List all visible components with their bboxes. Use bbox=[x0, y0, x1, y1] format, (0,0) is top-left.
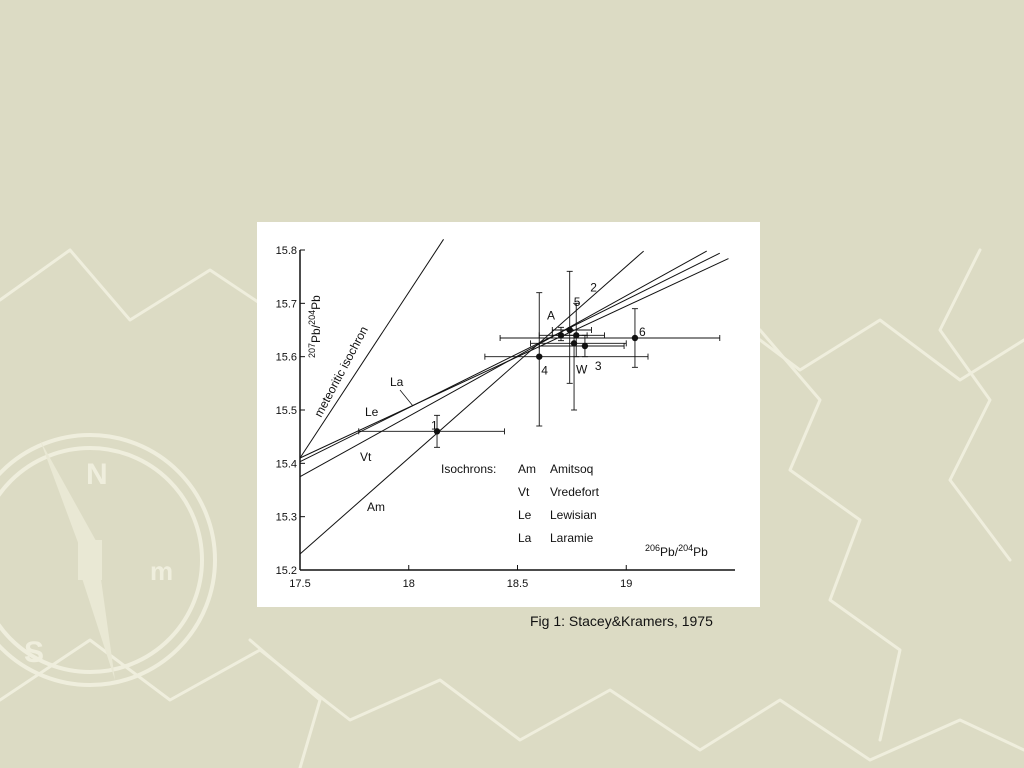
y-tick-label: 15.6 bbox=[276, 352, 297, 364]
legend-code-am: Am bbox=[518, 462, 536, 476]
y-tick-label: 15.8 bbox=[276, 245, 297, 257]
y-tick-label: 15.5 bbox=[276, 405, 297, 417]
curve-label-am: Am bbox=[367, 500, 385, 514]
x-tick-label: 17.5 bbox=[289, 578, 310, 590]
y-axis-label-slash: / bbox=[309, 324, 323, 328]
curve-label-vt: Vt bbox=[360, 450, 372, 464]
x-axis-label: 206Pb/204Pb bbox=[645, 543, 708, 559]
svg-text:S: S bbox=[24, 636, 44, 669]
data-point-label-4: 4 bbox=[541, 364, 548, 378]
legend-code-la: La bbox=[518, 531, 532, 545]
y-tick-label: 15.4 bbox=[276, 458, 297, 470]
y-axis-label-element-b: Pb bbox=[309, 295, 323, 310]
isochron-line-am bbox=[299, 250, 644, 555]
x-tick-label: 19 bbox=[620, 578, 632, 590]
data-point-label-5: 5 bbox=[574, 295, 581, 309]
y-axis-label-element-a: Pb bbox=[309, 328, 323, 343]
data-point-6 bbox=[631, 334, 639, 342]
data-point-2 bbox=[573, 332, 580, 339]
data-point-label-a: A bbox=[547, 308, 555, 322]
label-pointer-la bbox=[399, 389, 414, 407]
data-point-3 bbox=[581, 342, 589, 350]
legend-name-la: Laramie bbox=[550, 531, 594, 545]
meteoritic-isochron-line bbox=[299, 239, 444, 459]
data-point-5 bbox=[566, 326, 573, 334]
x-tick-label: 18 bbox=[403, 578, 415, 590]
data-point-1 bbox=[433, 428, 441, 435]
data-point-label-6: 6 bbox=[639, 325, 646, 339]
x-axis-label-element-b: Pb bbox=[693, 545, 708, 559]
curve-label-la: La bbox=[390, 375, 404, 389]
y-axis-label: 207Pb/204Pb bbox=[307, 295, 323, 358]
y-tick-label: 15.2 bbox=[276, 565, 297, 577]
y-axis-label-mass-a: 207 bbox=[307, 343, 317, 358]
data-point-label-1: 1 bbox=[431, 418, 438, 432]
legend-name-am: Amitsoq bbox=[550, 462, 593, 476]
legend-name-le: Lewisian bbox=[550, 508, 597, 522]
figure-caption: Fig 1: Stacey&Kramers, 1975 bbox=[530, 613, 713, 629]
legend-name-vt: Vredefort bbox=[550, 485, 600, 499]
y-tick-label: 15.7 bbox=[276, 298, 297, 310]
data-point-label-2: 2 bbox=[590, 280, 597, 294]
isochron-line-la bbox=[299, 258, 729, 459]
x-tick-label: 18.5 bbox=[507, 578, 528, 590]
isochron-legend-title: Isochrons: bbox=[441, 462, 496, 476]
y-axis: 15.2 15.3 15.4 15.5 15.6 15.7 15.8 bbox=[276, 245, 305, 577]
data-point-label-3: 3 bbox=[595, 359, 602, 373]
svg-text:N: N bbox=[86, 458, 108, 491]
data-point-label-w: W bbox=[576, 362, 588, 376]
x-axis: 17.5 18 18.5 19 bbox=[289, 565, 735, 590]
isochron-line-le bbox=[299, 252, 720, 463]
x-axis-label-element-a: Pb bbox=[660, 545, 675, 559]
data-point-a bbox=[557, 332, 565, 339]
legend-code-vt: Vt bbox=[518, 485, 530, 499]
data-point-4 bbox=[536, 353, 543, 360]
x-axis-label-mass-a: 206 bbox=[645, 543, 660, 553]
y-tick-label: 15.3 bbox=[276, 512, 297, 524]
data-point-w bbox=[570, 340, 578, 347]
x-axis-label-mass-b: 204 bbox=[678, 543, 693, 553]
curve-label-le: Le bbox=[365, 405, 379, 419]
y-axis-label-mass-b: 204 bbox=[307, 310, 317, 325]
svg-text:m: m bbox=[150, 556, 173, 586]
isochron-legend: Isochrons: Am Amitsoq Vt Vredefort Le Le… bbox=[441, 462, 600, 545]
legend-code-le: Le bbox=[518, 508, 532, 522]
x-axis-label-slash: / bbox=[675, 545, 679, 559]
